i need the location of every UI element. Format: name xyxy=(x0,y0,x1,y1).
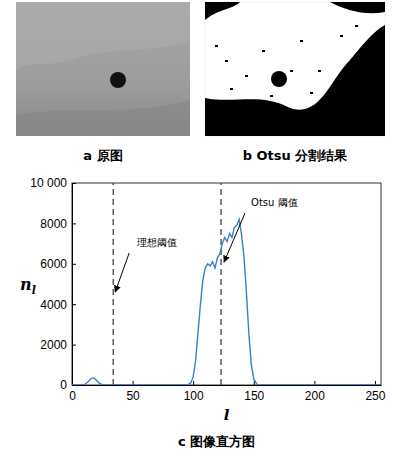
annotation-arrow xyxy=(115,253,129,292)
x-tick-label: 200 xyxy=(305,389,325,403)
annotation-arrow xyxy=(224,213,245,262)
y-tick-label: 10 000 xyxy=(30,176,67,190)
threshold-line xyxy=(220,183,221,385)
plot-area xyxy=(72,183,381,385)
y-tick-mark xyxy=(72,304,76,305)
image-background xyxy=(16,2,190,136)
x-tick: 150 xyxy=(244,381,264,403)
caption: a 原图 xyxy=(83,148,122,163)
y-tick-label: 2000 xyxy=(40,338,67,352)
image-original: a 原图 xyxy=(16,2,190,163)
y-tick-mark xyxy=(72,345,76,346)
y-tick-label: 6000 xyxy=(40,257,67,271)
y-axis-label: nl xyxy=(20,275,36,297)
x-tick-label: 0 xyxy=(69,389,76,403)
x-axis-line xyxy=(73,385,382,386)
y-axis-line xyxy=(72,184,73,386)
threshold-line xyxy=(113,183,114,385)
image-speck xyxy=(310,92,313,94)
y-tick-mark xyxy=(72,385,76,386)
x-tick: 100 xyxy=(184,381,204,403)
image-speck xyxy=(318,70,321,72)
y-tick: 0 xyxy=(60,378,76,392)
image-otsu: b Otsu 分割结果 xyxy=(205,2,385,163)
y-tick-label: 4000 xyxy=(40,298,67,312)
x-tick: 200 xyxy=(305,381,325,403)
image-speck xyxy=(270,95,273,97)
caption: b Otsu 分割结果 xyxy=(243,148,349,163)
image-dot xyxy=(271,71,287,87)
x-axis: 0 50 100 150 200 250 xyxy=(69,381,386,403)
image-speck xyxy=(230,88,233,90)
y-tick-mark xyxy=(72,223,76,224)
y-tick: 10 000 xyxy=(30,176,76,190)
image-speck xyxy=(262,50,265,52)
y-tick: 8000 xyxy=(40,217,76,231)
image-light-area xyxy=(16,2,190,70)
image-speck xyxy=(225,60,228,62)
y-axis-label-subscript: l xyxy=(32,284,36,297)
image-speck xyxy=(215,45,218,47)
chart-title: c 图像直方图 xyxy=(178,434,255,449)
annotation-label: Otsu 阈值 xyxy=(251,197,298,208)
y-tick-mark xyxy=(72,183,76,184)
figure: a 原图 b Otsu 分割结果 0 50 100 150 200 250 0 2000 4000 6… xyxy=(0,0,393,459)
x-tick-label: 50 xyxy=(126,389,140,403)
y-axis: 0 2000 4000 6000 8000 10 000 xyxy=(30,176,76,392)
y-tick: 2000 xyxy=(40,338,76,352)
image-background xyxy=(205,2,385,136)
x-tick: 250 xyxy=(365,381,385,403)
annotation-label: 理想阈值 xyxy=(137,237,177,248)
image-black-area xyxy=(205,2,385,20)
x-tick-label: 150 xyxy=(244,389,264,403)
y-tick: 6000 xyxy=(40,257,76,271)
image-speck xyxy=(300,40,303,42)
x-tick-mark xyxy=(193,381,194,385)
y-tick-mark xyxy=(72,264,76,265)
image-black-area xyxy=(205,25,385,136)
x-axis-label: l xyxy=(224,406,230,424)
image-speck xyxy=(355,25,358,27)
x-tick-label: 100 xyxy=(184,389,204,403)
x-tick: 50 xyxy=(126,381,140,403)
plot-frame xyxy=(72,183,381,385)
x-tick-label: 250 xyxy=(365,389,385,403)
y-tick-label: 8000 xyxy=(40,217,67,231)
chart: 0 50 100 150 200 250 0 2000 4000 6000 8000 10 000 理想… xyxy=(20,176,386,449)
y-tick: 4000 xyxy=(40,298,76,312)
y-axis-label-base: n xyxy=(20,275,32,294)
image-speck xyxy=(290,70,293,72)
image-dark-area xyxy=(16,100,190,136)
image-dot xyxy=(110,72,126,88)
y-tick-label: 0 xyxy=(60,378,67,392)
image-speck xyxy=(245,75,248,77)
image-speck xyxy=(340,35,343,37)
histogram-line xyxy=(72,219,381,385)
